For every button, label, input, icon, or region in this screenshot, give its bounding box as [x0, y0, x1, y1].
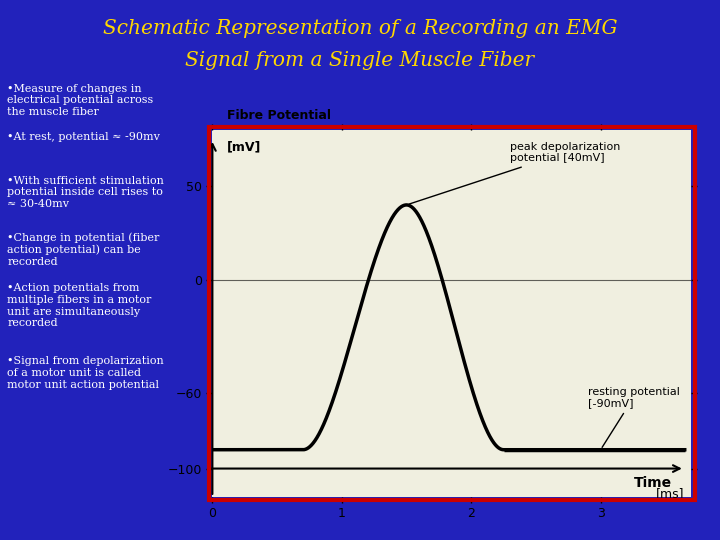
- Text: Schematic Representation of a Recording an EMG: Schematic Representation of a Recording …: [103, 19, 617, 38]
- Text: [mV]: [mV]: [227, 140, 261, 153]
- Text: [ms]: [ms]: [656, 488, 685, 501]
- Text: Fibre Potential: Fibre Potential: [227, 109, 330, 122]
- Text: Signal from a Single Muscle Fiber: Signal from a Single Muscle Fiber: [186, 51, 534, 70]
- Text: •Action potentials from
multiple fibers in a motor
unit are simultaneously
recor: •Action potentials from multiple fibers …: [7, 284, 152, 328]
- Text: •With sufficient stimulation
potential inside cell rises to
≈ 30-40mv: •With sufficient stimulation potential i…: [7, 176, 164, 208]
- Text: •At rest, potential ≈ -90mv: •At rest, potential ≈ -90mv: [7, 132, 160, 143]
- Text: •Measure of changes in
electrical potential across
the muscle fiber: •Measure of changes in electrical potent…: [7, 84, 153, 117]
- Text: peak depolarization
potential [40mV]: peak depolarization potential [40mV]: [409, 142, 621, 204]
- Text: •Signal from depolarization
of a motor unit is called
motor unit action potentia: •Signal from depolarization of a motor u…: [7, 356, 164, 389]
- Text: Time: Time: [634, 476, 672, 490]
- Text: resting potential
[-90mV]: resting potential [-90mV]: [588, 387, 680, 447]
- Text: •Change in potential (fiber
action potential) can be
recorded: •Change in potential (fiber action poten…: [7, 232, 160, 267]
